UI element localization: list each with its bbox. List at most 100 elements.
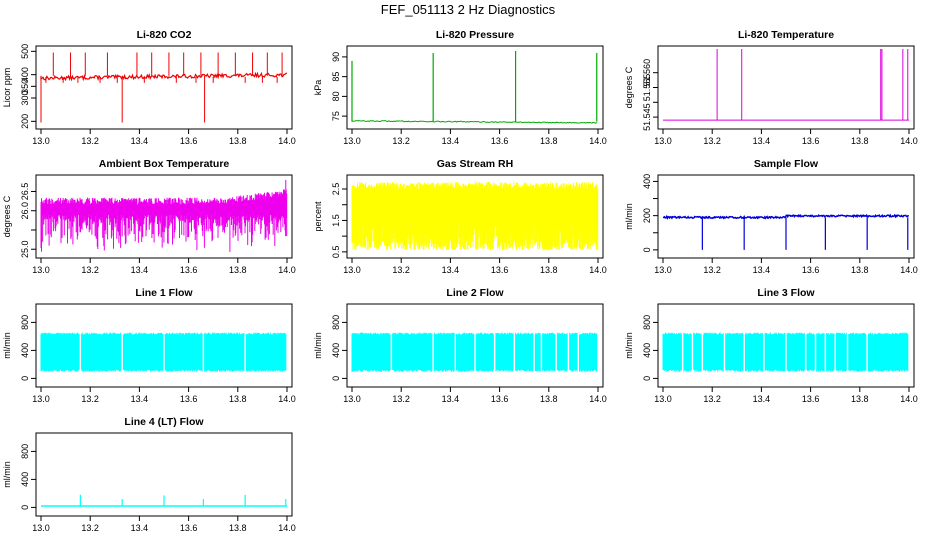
x-tick-label: 13.8 [229, 136, 247, 146]
y-tick-label: 0.5 [331, 246, 341, 259]
plot-frame [346, 174, 604, 259]
x-tick-label: 13.4 [442, 265, 460, 275]
x-tick-label: 13.6 [802, 394, 820, 404]
x-tick-label: 13.4 [442, 394, 460, 404]
plot-frame [657, 174, 915, 259]
x-tick-label: 13.0 [32, 265, 50, 275]
series-pressure-line [351, 120, 598, 124]
y-tick-label: 400 [642, 174, 652, 189]
x-tick-label: 14.0 [900, 394, 918, 404]
x-tick-label: 13.8 [229, 523, 247, 533]
y-axis-label: ml/min [313, 332, 323, 359]
y-axis-label: degrees C [624, 66, 634, 108]
y-tick-label: 800 [20, 444, 30, 459]
y-tick-label: 85 [331, 72, 341, 82]
x-tick-label: 13.8 [851, 265, 869, 275]
y-axis-label: ml/min [624, 332, 634, 359]
x-tick-label: 13.4 [131, 394, 149, 404]
y-tick-label: 800 [331, 315, 341, 330]
x-tick-label: 13.4 [131, 136, 149, 146]
x-tick-label: 13.2 [81, 136, 99, 146]
data-layer [41, 494, 287, 507]
x-tick-label: 13.0 [654, 394, 672, 404]
x-tick-label: 13.6 [180, 394, 198, 404]
plot-frame [35, 45, 293, 130]
y-tick-label: 2.5 [331, 183, 341, 196]
data-layer [351, 50, 598, 124]
x-tick-label: 14.0 [589, 394, 607, 404]
x-tick-label: 13.8 [851, 136, 869, 146]
y-tick-label: 75 [331, 111, 341, 121]
data-layer [40, 332, 287, 372]
x-tick-label: 13.4 [753, 136, 771, 146]
x-tick-label: 13.2 [392, 136, 410, 146]
x-tick-label: 13.8 [540, 136, 558, 146]
panel-title: Line 4 (LT) Flow [124, 416, 204, 428]
plot-frame [35, 174, 293, 259]
panel-title: Line 2 Flow [446, 287, 504, 299]
x-tick-label: 13.2 [81, 265, 99, 275]
x-tick-label: 13.4 [131, 523, 149, 533]
data-layer [40, 179, 288, 252]
series-flow-band [662, 332, 909, 372]
series-box-temp-band [40, 179, 288, 252]
x-tick-label: 13.2 [81, 394, 99, 404]
panel-title: Ambient Box Temperature [99, 158, 230, 170]
plot-frame [35, 303, 293, 388]
y-tick-label: 0 [20, 505, 30, 510]
y-tick-label: 26.5 [20, 183, 30, 201]
x-tick-label: 13.8 [229, 394, 247, 404]
panel-title: Line 3 Flow [757, 287, 815, 299]
x-tick-label: 13.0 [654, 136, 672, 146]
panel-gas-stream-rh: Gas Stream RH 13.0 13.2 13.4 13.6 13.8 14.0 0.5… [313, 158, 607, 275]
panel-grid: Li-820 CO2 13.0 13.2 13.4 13.6 13.8 14.0 200 300… [2, 29, 918, 533]
x-tick-label: 13.2 [81, 523, 99, 533]
panel-li-820-pressure: Li-820 Pressure 13.0 13.2 13.4 13.6 13.8 14.0 7… [313, 29, 607, 146]
panel-title: Line 1 Flow [135, 287, 193, 299]
x-tick-label: 13.0 [343, 265, 361, 275]
y-tick-label: 500 [20, 44, 30, 59]
x-tick-label: 13.0 [343, 136, 361, 146]
x-tick-label: 14.0 [278, 394, 296, 404]
series-flow-band [351, 332, 598, 372]
x-tick-label: 13.0 [654, 265, 672, 275]
panel-line-1-flow: Line 1 Flow 13.0 13.2 13.4 13.6 13.8 14.0 0 400 8… [2, 287, 296, 404]
y-tick-label: 400 [20, 472, 30, 487]
x-tick-label: 13.8 [851, 394, 869, 404]
plot-frame [657, 303, 915, 388]
panel-line-2-flow: Line 2 Flow 13.0 13.2 13.4 13.6 13.8 14.0 0 400 8… [313, 287, 607, 404]
y-tick-label: 800 [642, 315, 652, 330]
x-tick-label: 14.0 [278, 523, 296, 533]
x-tick-label: 13.2 [703, 394, 721, 404]
panel-title: Li-820 Temperature [738, 29, 834, 41]
panel-li-820-co2: Li-820 CO2 13.0 13.2 13.4 13.6 13.8 14.0 200 300… [2, 29, 296, 146]
y-tick-label: 51.545 [642, 103, 652, 131]
y-tick-label: 0 [331, 376, 341, 381]
x-tick-label: 14.0 [278, 136, 296, 146]
y-axis-label: ml/min [2, 332, 12, 359]
y-tick-label: 400 [642, 343, 652, 358]
x-tick-label: 13.4 [753, 265, 771, 275]
y-tick-label: 0 [642, 247, 652, 252]
data-layer [351, 332, 598, 372]
y-tick-label: 400 [20, 67, 30, 82]
x-tick-label: 13.0 [32, 523, 50, 533]
x-tick-label: 13.8 [540, 265, 558, 275]
panel-title: Sample Flow [754, 158, 819, 170]
y-tick-label: 200 [20, 114, 30, 129]
x-tick-label: 13.6 [491, 136, 509, 146]
plot-frame [35, 432, 293, 517]
x-tick-label: 13.6 [180, 265, 198, 275]
panel-ambient-box-temperature: Ambient Box Temperature 13.0 13.2 13.4 13.6 1… [2, 158, 296, 275]
y-axis-label: percent [313, 201, 323, 232]
y-tick-label: 51.555 [642, 74, 652, 102]
x-tick-label: 14.0 [278, 265, 296, 275]
x-tick-label: 13.2 [392, 265, 410, 275]
data-layer [662, 332, 909, 372]
x-tick-label: 14.0 [589, 265, 607, 275]
y-axis-label: kPa [313, 80, 323, 96]
series-co2-line [40, 71, 288, 82]
panel-title: Li-820 CO2 [137, 29, 192, 41]
panel-line-3-flow: Line 3 Flow 13.0 13.2 13.4 13.6 13.8 14.0 0 400 8… [624, 287, 918, 404]
